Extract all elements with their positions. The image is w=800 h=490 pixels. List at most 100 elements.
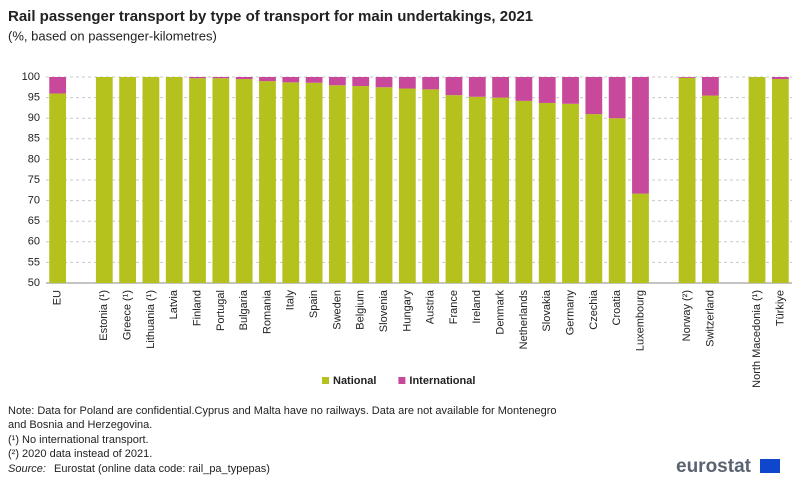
y-tick-label: 55 xyxy=(28,256,40,268)
x-tick-label: Slovenia xyxy=(378,289,390,332)
bar-segment xyxy=(235,79,253,283)
y-tick-label: 50 xyxy=(28,277,40,289)
bar-segment xyxy=(632,193,649,283)
bar-segment xyxy=(771,77,789,80)
bar-segment xyxy=(678,77,696,78)
bar-segment xyxy=(259,77,276,82)
x-tick-label: Finland xyxy=(191,290,203,326)
bar-segment xyxy=(492,77,509,98)
x-tick-label: Latvia xyxy=(168,289,180,319)
bar-segment xyxy=(585,77,603,115)
x-tick-label: Austria xyxy=(425,289,437,324)
bar-segment xyxy=(468,96,486,283)
bar-segment xyxy=(422,77,440,90)
x-tick-label: Bulgaria xyxy=(238,289,250,330)
x-tick-label: North Macedonia (¹) xyxy=(751,290,763,388)
chart-subtitle: (%, based on passenger-kilometres) xyxy=(8,28,217,43)
bar-segment xyxy=(305,77,323,83)
bar-segment xyxy=(375,87,393,283)
source-text: Eurostat (online data code: rail_pa_type… xyxy=(54,463,270,475)
x-tick-label: Estonia (¹) xyxy=(98,290,110,341)
bar-segment xyxy=(49,93,67,283)
y-tick-label: 80 xyxy=(28,153,40,165)
bar-segment xyxy=(515,77,533,101)
legend-label: International xyxy=(409,375,475,387)
y-tick-label: 100 xyxy=(22,71,40,83)
bar-segment xyxy=(189,77,206,79)
bar-segment xyxy=(165,77,183,283)
bar-segment xyxy=(329,77,346,86)
x-tick-label: Lithuania (¹) xyxy=(145,290,157,349)
bar-segment xyxy=(352,77,370,87)
bar-segment xyxy=(259,81,276,284)
bar-segment xyxy=(538,77,556,103)
legend-label: National xyxy=(333,375,376,387)
note: (¹) No international transport. xyxy=(8,434,149,446)
bar-segment xyxy=(702,77,719,96)
logo-flag xyxy=(760,459,780,473)
y-tick-label: 75 xyxy=(28,174,40,186)
x-tick-label: Luxembourg xyxy=(634,290,646,351)
y-tick-label: 70 xyxy=(28,195,40,207)
bar-segment xyxy=(352,86,370,284)
bar-segment xyxy=(562,77,579,104)
note: (²) 2020 data instead of 2021. xyxy=(8,448,152,460)
bar-segment xyxy=(422,89,440,283)
y-tick-label: 65 xyxy=(28,215,40,227)
bar-segment xyxy=(445,77,463,96)
bar-segment xyxy=(142,77,160,283)
bar-segment xyxy=(189,78,206,284)
x-tick-label: Romania xyxy=(261,289,273,334)
bar-segment xyxy=(119,77,136,283)
source-label: Source: xyxy=(8,463,46,475)
bar-segment xyxy=(608,118,626,283)
x-tick-label: Ireland xyxy=(471,290,483,324)
x-tick-label: Norway (²) xyxy=(681,290,693,341)
bar-segment xyxy=(212,77,230,79)
x-tick-label: Türkiye xyxy=(774,290,786,326)
bar-segment xyxy=(282,77,300,83)
x-tick-label: Greece (¹) xyxy=(122,290,134,340)
x-tick-label: Spain xyxy=(308,290,320,318)
bar-segment xyxy=(678,77,696,283)
bar-segment xyxy=(445,95,463,284)
bar-segment xyxy=(212,78,230,284)
bar-segment xyxy=(492,97,509,283)
bar-segment xyxy=(468,77,486,97)
bar-segment xyxy=(702,95,719,283)
x-tick-label: Portugal xyxy=(215,290,227,331)
bar-segment xyxy=(398,88,416,283)
x-tick-label: Slovakia xyxy=(541,289,553,331)
bar-segment xyxy=(585,114,603,283)
y-tick-label: 90 xyxy=(28,112,40,124)
x-tick-label: France xyxy=(448,290,460,324)
x-tick-label: Netherlands xyxy=(518,290,530,350)
bar-segment xyxy=(329,85,346,284)
legend-swatch xyxy=(322,377,329,384)
x-tick-label: Denmark xyxy=(495,290,507,335)
bar-segment xyxy=(562,103,579,283)
y-tick-label: 60 xyxy=(28,236,40,248)
legend-swatch xyxy=(398,377,406,384)
chart-title: Rail passenger transport by type of tran… xyxy=(8,8,533,25)
note: Note: Data for Poland are confidential.C… xyxy=(8,405,556,417)
x-tick-label: Hungary xyxy=(401,290,413,332)
x-tick-label: Switzerland xyxy=(704,290,716,347)
bar-segment xyxy=(235,77,253,80)
logo: eurostat xyxy=(676,456,752,477)
bar-segment xyxy=(375,77,393,88)
bar-segment xyxy=(398,77,416,89)
bar-segment xyxy=(305,82,323,283)
y-tick-label: 95 xyxy=(28,92,40,104)
bar-segment xyxy=(748,77,766,283)
x-tick-label: Sweden xyxy=(331,290,343,330)
bar-segment xyxy=(771,79,789,283)
x-tick-label: EU xyxy=(52,290,64,305)
x-tick-label: Belgium xyxy=(355,290,367,330)
y-tick-label: 85 xyxy=(28,133,40,145)
x-tick-label: Czechia xyxy=(588,289,600,330)
bar-segment xyxy=(608,77,626,119)
note: and Bosnia and Herzegovina. xyxy=(8,419,152,431)
bar-segment xyxy=(282,82,300,283)
